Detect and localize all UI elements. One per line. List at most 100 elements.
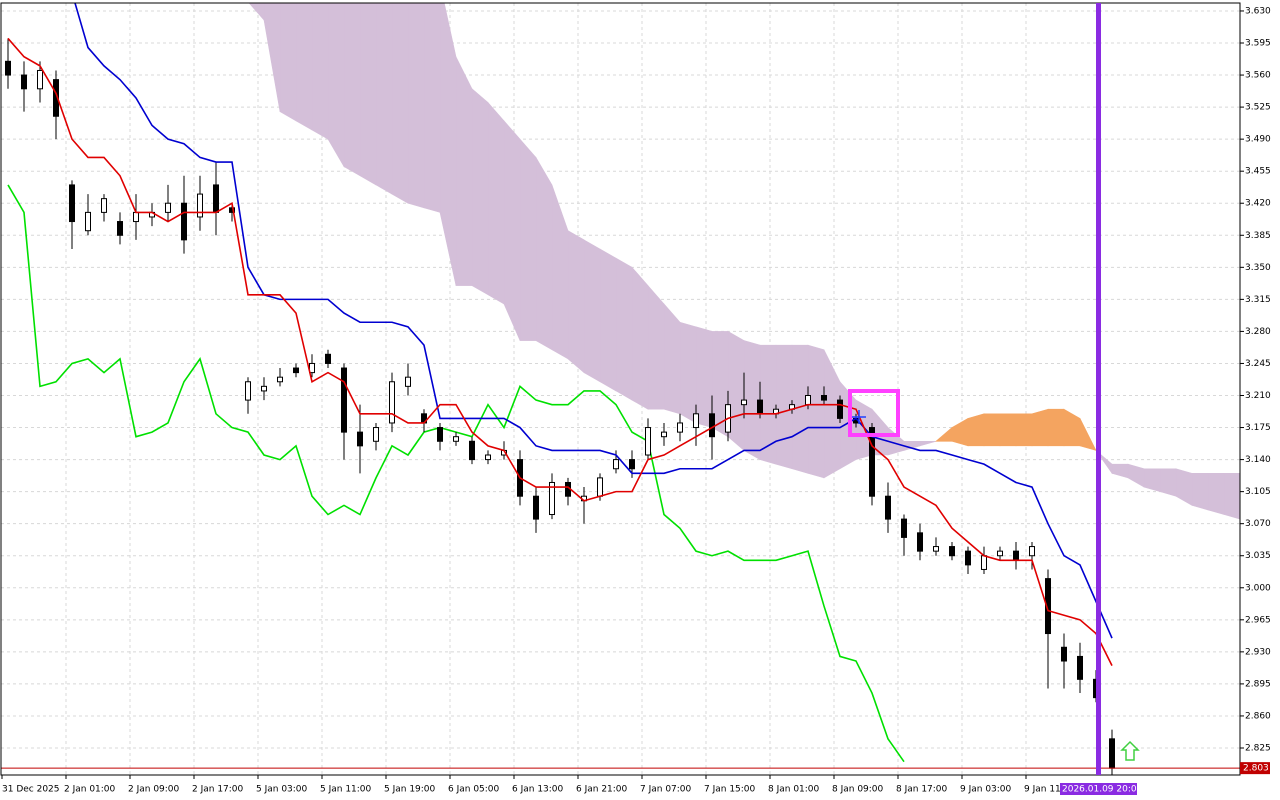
x-tick-label: 31 Dec 2025 [2, 785, 60, 795]
x-tick-label: 5 Jan 11:00 [320, 785, 372, 795]
candle-body [1029, 546, 1035, 557]
cloud-segment [647, 284, 665, 410]
cloud-segment [248, 3, 265, 21]
y-tick-label: 3.280 [1245, 327, 1271, 337]
current-price-label: 2.803 [1243, 764, 1269, 774]
cloud-segment [455, 56, 473, 286]
candle-body [1061, 646, 1067, 662]
x-tick-label: 2 Jan 17:00 [192, 785, 244, 795]
candle-body [357, 431, 363, 447]
candle-body [245, 381, 251, 401]
cloud-segment [631, 266, 649, 410]
candle-body [901, 518, 907, 538]
cloud-segment [1191, 473, 1209, 511]
y-tick-label: 2.895 [1245, 679, 1271, 689]
candle-body [261, 385, 267, 392]
time-marker-label: 2026.01.09 20:00 [1062, 785, 1143, 795]
y-tick-label: 3.105 [1245, 487, 1271, 497]
x-tick-label: 7 Jan 15:00 [704, 785, 756, 795]
cloud-segment [1159, 468, 1177, 497]
y-tick-label: 3.385 [1245, 231, 1271, 241]
candle-body [693, 413, 699, 429]
x-tick-label: 8 Jan 01:00 [768, 785, 820, 795]
candle-body [197, 193, 203, 218]
cloud-segment [1223, 473, 1240, 520]
candle-body [181, 202, 187, 241]
candle-body [933, 546, 939, 552]
candle-body [101, 198, 107, 213]
candle-body [213, 184, 219, 213]
cloud-segment [407, 3, 425, 209]
candle-body [21, 74, 27, 90]
y-tick-label: 3.245 [1245, 359, 1271, 369]
y-tick-label: 2.930 [1245, 647, 1271, 657]
y-tick-label: 3.455 [1245, 167, 1271, 177]
candle-body [485, 454, 491, 461]
cloud-segment [263, 3, 281, 112]
cloud-segment [1047, 408, 1065, 447]
candle-body [837, 399, 843, 419]
cross-marker [852, 410, 866, 424]
candle-body [117, 221, 123, 236]
candle-body [917, 532, 923, 552]
cloud-segment [583, 239, 601, 383]
candle-body [405, 376, 411, 387]
candle-body [341, 367, 347, 433]
y-tick-label: 3.490 [1245, 135, 1271, 145]
candle-body [613, 459, 619, 470]
cloud-segment [503, 120, 521, 341]
candle-body [469, 440, 475, 461]
cloud-segment [327, 3, 345, 168]
candle-body [53, 79, 59, 117]
y-tick-label: 3.595 [1245, 39, 1271, 49]
cloud-segment [967, 413, 985, 447]
axes: 3.630 3.595 3.560 3.525 3.490 3.455 3.420 3.385… [1, 6, 1271, 795]
kijun-line [74, 3, 1113, 639]
cloud-segment [999, 413, 1017, 447]
candle-body [949, 546, 955, 557]
tenkan-line [7, 37, 1113, 666]
highlight-box [848, 389, 900, 437]
candle-body [85, 211, 91, 232]
candle-body [869, 427, 875, 497]
candle-body [1077, 655, 1083, 680]
y-tick-label: 2.965 [1245, 615, 1271, 625]
x-tick-label: 9 Jan 11:00 [1024, 785, 1076, 795]
x-tick-label: 2 Jan 09:00 [128, 785, 180, 795]
buy-arrow [1120, 740, 1140, 761]
candle-body [997, 550, 1003, 557]
y-tick-label: 3.000 [1245, 583, 1271, 593]
cloud-segment [983, 413, 1001, 447]
candle-body [437, 427, 443, 442]
cloud-segment [487, 101, 505, 305]
cloud-segment [359, 3, 377, 186]
candle-body [741, 399, 747, 406]
x-tick-label: 5 Jan 19:00 [384, 785, 436, 795]
cloud-segment [695, 326, 713, 428]
candle-body [533, 495, 539, 520]
x-tick-label: 6 Jan 05:00 [448, 785, 500, 795]
candle-body [5, 60, 11, 76]
candle-body [37, 69, 43, 90]
candle-body [965, 550, 971, 566]
cloud-segment [311, 3, 329, 140]
cloud-segment [519, 138, 537, 341]
cloud-segment [375, 3, 393, 195]
candle-body [133, 211, 139, 223]
candle-body [821, 395, 827, 401]
y-tick-label: 3.560 [1245, 71, 1271, 81]
candle-body [325, 353, 331, 364]
x-tick-label: 8 Jan 17:00 [896, 785, 948, 795]
candle-body [709, 413, 715, 438]
cloud-segment [423, 3, 441, 213]
candle-body [293, 367, 299, 374]
candle-body [453, 436, 459, 442]
cloud-segment [535, 156, 553, 351]
cloud-segment [1079, 418, 1097, 451]
y-tick-label: 3.175 [1245, 423, 1271, 433]
candle-body [757, 399, 763, 415]
x-tick-label: 9 Jan 03:00 [960, 785, 1012, 795]
candle-body [677, 422, 683, 433]
y-tick-label: 3.420 [1245, 199, 1271, 209]
